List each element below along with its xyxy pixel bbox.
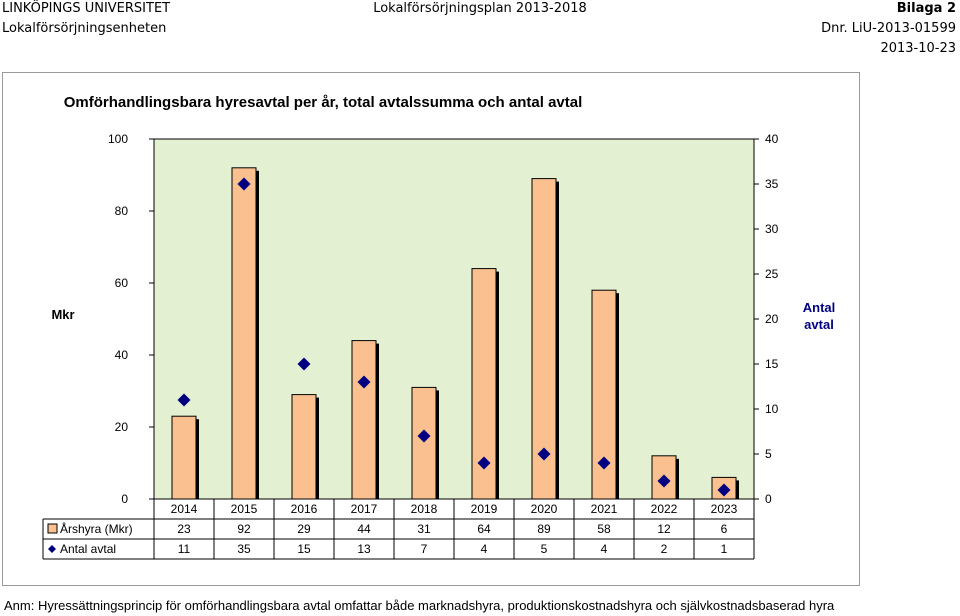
x-tick-label: 2023 xyxy=(711,502,738,516)
marker xyxy=(477,456,491,470)
header-unit: Lokalförsörjningsenheten xyxy=(2,21,167,36)
chart-frame: Omförhandlingsbara hyresavtal per år, to… xyxy=(2,72,860,586)
table-cell: 31 xyxy=(417,522,431,536)
y2-tick-label: 40 xyxy=(765,132,779,146)
marker xyxy=(357,375,371,389)
marker xyxy=(537,447,551,461)
table-cell: 29 xyxy=(297,522,311,536)
y2-tick-label: 0 xyxy=(765,492,772,506)
table-cell: 15 xyxy=(297,542,311,556)
marker xyxy=(657,474,671,488)
table-cell: 5 xyxy=(541,542,548,556)
header-annex: Bilaga 2 xyxy=(896,1,956,16)
x-tick-label: 2022 xyxy=(651,502,678,516)
table-cell: 64 xyxy=(477,522,491,536)
y-axis-label: Mkr xyxy=(51,307,74,322)
markers xyxy=(177,177,731,497)
legend-key-marker xyxy=(48,545,56,553)
y-tick-label: 100 xyxy=(108,132,128,146)
y2-tick-label: 25 xyxy=(765,267,779,281)
y2-tick-label: 35 xyxy=(765,177,779,191)
marker xyxy=(237,177,251,191)
table-cell: 89 xyxy=(537,522,551,536)
bar xyxy=(411,386,437,500)
y2-tick-label: 5 xyxy=(765,447,772,461)
bar xyxy=(291,394,317,500)
y2-tick-label: 20 xyxy=(765,312,779,326)
y2-tick-label: 15 xyxy=(765,357,779,371)
bar xyxy=(531,178,557,500)
table-cell: 58 xyxy=(597,522,611,536)
x-tick-label: 2018 xyxy=(411,502,438,516)
chart: Omförhandlingsbara hyresavtal per år, to… xyxy=(42,94,836,560)
footnote: Anm: Hyressättningsprincip för omförhand… xyxy=(4,598,835,613)
y-axis-ticks: 0 20 40 60 80 100 xyxy=(108,132,154,506)
chart-title: Omförhandlingsbara hyresavtal per år, to… xyxy=(64,94,583,111)
header-document-title: Lokalförsörjningsplan 2013-2018 xyxy=(373,1,587,16)
table-cell: 44 xyxy=(357,522,371,536)
y-tick-label: 80 xyxy=(115,204,129,218)
y-tick-label: 20 xyxy=(115,420,129,434)
x-tick-label: 2019 xyxy=(471,502,498,516)
table-cell: 7 xyxy=(421,542,428,556)
y-tick-label: 60 xyxy=(115,276,129,290)
y2-axis-label-line2: avtal xyxy=(804,317,834,332)
table-series-name: Antal avtal xyxy=(60,542,116,556)
y2-tick-label: 10 xyxy=(765,402,779,416)
table-cell: 1 xyxy=(721,542,728,556)
legend-key-bar xyxy=(47,523,58,534)
table-cell: 23 xyxy=(177,522,191,536)
header-org: LINKÖPINGS UNIVERSITET xyxy=(2,1,171,16)
table-cell: 4 xyxy=(481,542,488,556)
table-cell: 35 xyxy=(237,542,251,556)
table-cell: 2 xyxy=(661,542,668,556)
table-cell: 11 xyxy=(178,542,191,556)
x-tick-label: 2015 xyxy=(231,502,258,516)
bar xyxy=(171,415,197,500)
x-tick-label: 2020 xyxy=(531,502,558,516)
y2-tick-label: 30 xyxy=(765,222,779,236)
table-cell: 4 xyxy=(601,542,608,556)
table-cell: 92 xyxy=(237,522,251,536)
marker xyxy=(597,456,611,470)
bars xyxy=(171,167,737,500)
y-tick-label: 40 xyxy=(115,348,129,362)
y2-axis-ticks: 0 5 10 15 20 25 30 35 40 xyxy=(754,132,779,506)
x-tick-label: 2014 xyxy=(171,502,198,516)
table-cell: 6 xyxy=(721,522,728,536)
y2-axis-label-line1: Antal xyxy=(803,300,836,315)
marker xyxy=(297,357,311,371)
header-dnr: Dnr. LiU-2013-01599 xyxy=(821,21,956,36)
marker xyxy=(417,429,431,443)
table-cell: 13 xyxy=(357,542,371,556)
header-date: 2013-10-23 xyxy=(880,41,956,56)
marker xyxy=(177,393,191,407)
y-tick-label: 0 xyxy=(121,492,128,506)
x-tick-label: 2017 xyxy=(351,502,378,516)
bar xyxy=(231,167,257,500)
data-table: 2014 2015 2016 2017 2018 2019 2020 2021 2022 2023… xyxy=(42,499,755,560)
x-tick-label: 2016 xyxy=(291,502,318,516)
marker xyxy=(717,483,731,497)
x-tick-label: 2021 xyxy=(591,502,618,516)
table-cell: 12 xyxy=(657,522,671,536)
table-series-name: Årshyra (Mkr) xyxy=(60,521,133,536)
bar xyxy=(351,340,377,500)
